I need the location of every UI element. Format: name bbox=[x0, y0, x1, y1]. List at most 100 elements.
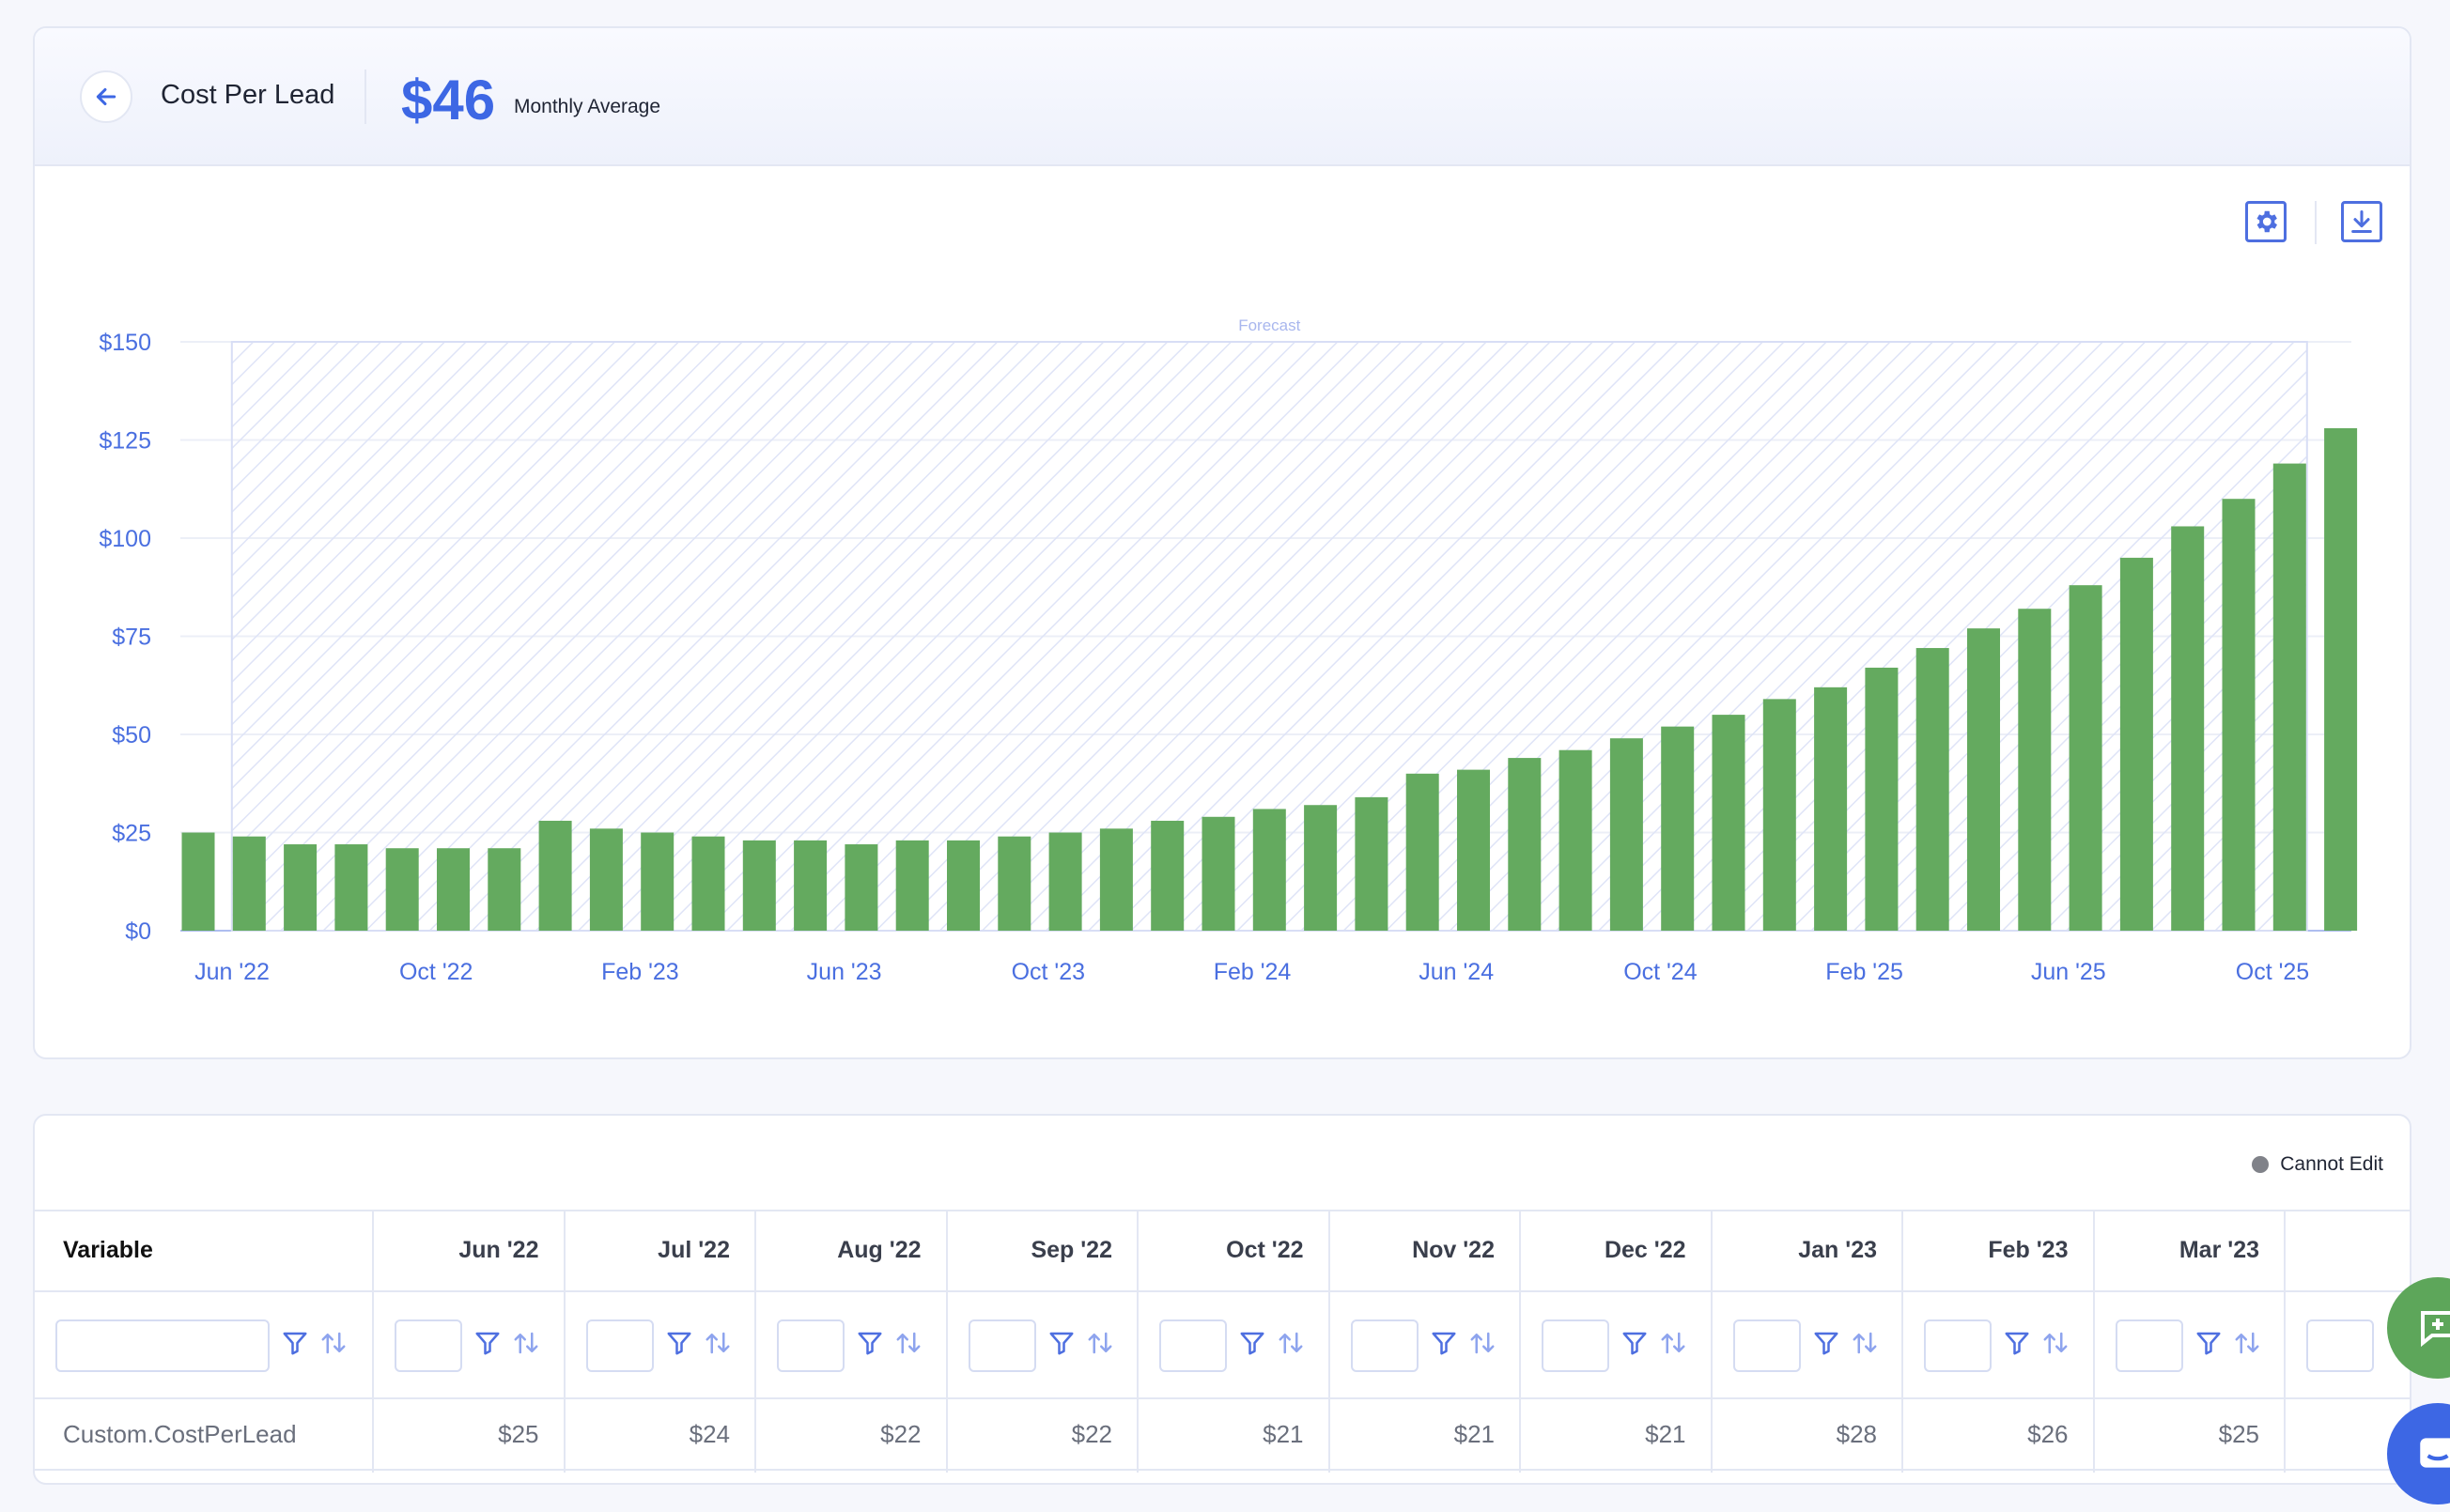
column-filter-input[interactable] bbox=[1924, 1319, 1992, 1372]
filter-icon bbox=[1049, 1332, 1073, 1355]
column-header[interactable]: Aug '22 bbox=[837, 1237, 922, 1263]
filter-icon bbox=[283, 1332, 307, 1355]
column-filter-button[interactable] bbox=[1047, 1329, 1076, 1362]
column-filter-input[interactable] bbox=[585, 1319, 654, 1372]
column-filter-input[interactable] bbox=[1542, 1319, 1609, 1372]
column-header[interactable]: Jun '22 bbox=[458, 1237, 539, 1263]
bar bbox=[2171, 526, 2205, 931]
column-header[interactable]: Apr bbox=[2286, 1237, 2410, 1264]
column-filter-input[interactable] bbox=[1159, 1319, 1227, 1372]
page-title: Cost Per Lead bbox=[161, 80, 335, 110]
average-label: Monthly Average bbox=[514, 96, 661, 117]
y-tick-label: $25 bbox=[112, 821, 151, 847]
bar bbox=[1712, 715, 1745, 931]
variable-filter-button[interactable] bbox=[281, 1329, 309, 1362]
column-sort-button[interactable] bbox=[2233, 1329, 2261, 1362]
cell-value: $21 bbox=[1453, 1420, 1495, 1448]
column-sort-button[interactable] bbox=[1851, 1329, 1879, 1362]
sort-icon bbox=[1088, 1332, 1111, 1354]
column-filter-button[interactable] bbox=[2003, 1329, 2031, 1362]
bar bbox=[2272, 463, 2306, 931]
cell-value: $22 bbox=[1071, 1420, 1112, 1448]
table-divider bbox=[35, 1290, 2410, 1292]
column-sort-button[interactable] bbox=[512, 1329, 540, 1362]
bar bbox=[742, 840, 776, 931]
sort-icon bbox=[514, 1332, 538, 1354]
filter-icon bbox=[475, 1332, 500, 1355]
column-header[interactable]: Jan '23 bbox=[1798, 1237, 1877, 1263]
chart-header: Cost Per Lead $46 Monthly Average bbox=[35, 28, 2410, 166]
column-filter-input[interactable] bbox=[968, 1319, 1036, 1372]
column-filter-button[interactable] bbox=[473, 1329, 502, 1362]
column-filter-button[interactable] bbox=[665, 1329, 693, 1362]
column-sort-button[interactable] bbox=[704, 1329, 732, 1362]
column-filter-input[interactable] bbox=[1350, 1319, 1419, 1372]
table-card: Cannot Edit Variable Custom.CostPerLead … bbox=[33, 1114, 2411, 1485]
bar bbox=[998, 836, 1031, 931]
column-sort-button[interactable] bbox=[894, 1329, 923, 1362]
column-filter-button[interactable] bbox=[1430, 1329, 1458, 1362]
download-button[interactable] bbox=[2341, 201, 2382, 242]
column-sort-button[interactable] bbox=[1468, 1329, 1496, 1362]
column-header[interactable]: Sep '22 bbox=[1031, 1237, 1112, 1263]
bar bbox=[895, 840, 929, 931]
column-sort-button[interactable] bbox=[2041, 1329, 2070, 1362]
column-header[interactable]: Jul '22 bbox=[658, 1237, 730, 1263]
column-filter-button[interactable] bbox=[1620, 1329, 1649, 1362]
variable-header[interactable]: Variable bbox=[63, 1237, 153, 1263]
variable-sort-button[interactable] bbox=[319, 1329, 348, 1362]
column-sort-button[interactable] bbox=[1086, 1329, 1114, 1362]
bar bbox=[947, 840, 980, 931]
y-tick-label: $0 bbox=[125, 918, 151, 945]
settings-button[interactable] bbox=[2245, 201, 2287, 242]
download-icon bbox=[2351, 209, 2372, 234]
column-filter-input[interactable] bbox=[395, 1319, 462, 1372]
cell-value: $26 bbox=[2027, 1420, 2069, 1448]
column-filter-button[interactable] bbox=[1238, 1329, 1266, 1362]
bar bbox=[2119, 557, 2153, 931]
column-filter-input[interactable] bbox=[777, 1319, 845, 1372]
cell-value: $28 bbox=[1836, 1420, 1877, 1448]
data-table: Variable Custom.CostPerLead Jun '22 $25 Ju… bbox=[35, 1210, 2410, 1473]
column-filter-button[interactable] bbox=[1812, 1329, 1840, 1362]
sort-icon bbox=[2235, 1332, 2258, 1354]
column-divider bbox=[35, 1210, 374, 1473]
bar bbox=[1558, 749, 1592, 931]
column-divider bbox=[1521, 1210, 1713, 1473]
sort-icon bbox=[1279, 1332, 1303, 1354]
bar bbox=[589, 828, 623, 931]
column-header[interactable]: Oct '22 bbox=[1226, 1237, 1304, 1263]
legend-dot bbox=[2252, 1156, 2270, 1173]
x-tick-label: Oct '23 bbox=[1012, 959, 1085, 985]
cannot-edit-legend: Cannot Edit bbox=[2252, 1153, 2383, 1176]
bar bbox=[1304, 805, 1338, 931]
column-filter-button[interactable] bbox=[2194, 1329, 2223, 1362]
gear-icon bbox=[2256, 210, 2277, 233]
bars bbox=[181, 427, 2358, 932]
variable-filter-input[interactable] bbox=[55, 1319, 270, 1372]
bar bbox=[232, 836, 266, 931]
column-filter-input[interactable] bbox=[1732, 1319, 1801, 1372]
bar bbox=[2324, 427, 2358, 932]
bar-chart: Forecast $0 $25 $50 $75 $100 $125 $150 Jun '22… bbox=[99, 316, 2358, 985]
column-sort-button[interactable] bbox=[1659, 1329, 1687, 1362]
column-divider bbox=[1330, 1210, 1521, 1473]
column-header[interactable]: Nov '22 bbox=[1412, 1237, 1495, 1263]
bar bbox=[1865, 667, 1899, 931]
legend-label: Cannot Edit bbox=[2280, 1153, 2383, 1175]
x-tick-label: Feb '23 bbox=[601, 959, 679, 985]
chat-icon bbox=[2420, 1438, 2450, 1468]
x-tick-label: Jun '22 bbox=[194, 959, 270, 985]
y-axis-ticks: $0 $25 $50 $75 $100 $125 $150 bbox=[99, 330, 151, 945]
comment-plus-icon bbox=[2421, 1311, 2450, 1348]
column-header[interactable]: Feb '23 bbox=[1988, 1237, 2069, 1263]
column-filter-button[interactable] bbox=[856, 1329, 884, 1362]
column-filter-input[interactable] bbox=[2115, 1319, 2183, 1372]
back-button[interactable] bbox=[80, 70, 132, 123]
column-header[interactable]: Mar '23 bbox=[2179, 1237, 2259, 1263]
column-sort-button[interactable] bbox=[1277, 1329, 1305, 1362]
cell-value: $21 bbox=[1645, 1420, 1686, 1448]
column-filter-input[interactable] bbox=[2306, 1319, 2374, 1372]
forecast-label: Forecast bbox=[1238, 316, 1300, 334]
column-header[interactable]: Dec '22 bbox=[1604, 1237, 1686, 1263]
